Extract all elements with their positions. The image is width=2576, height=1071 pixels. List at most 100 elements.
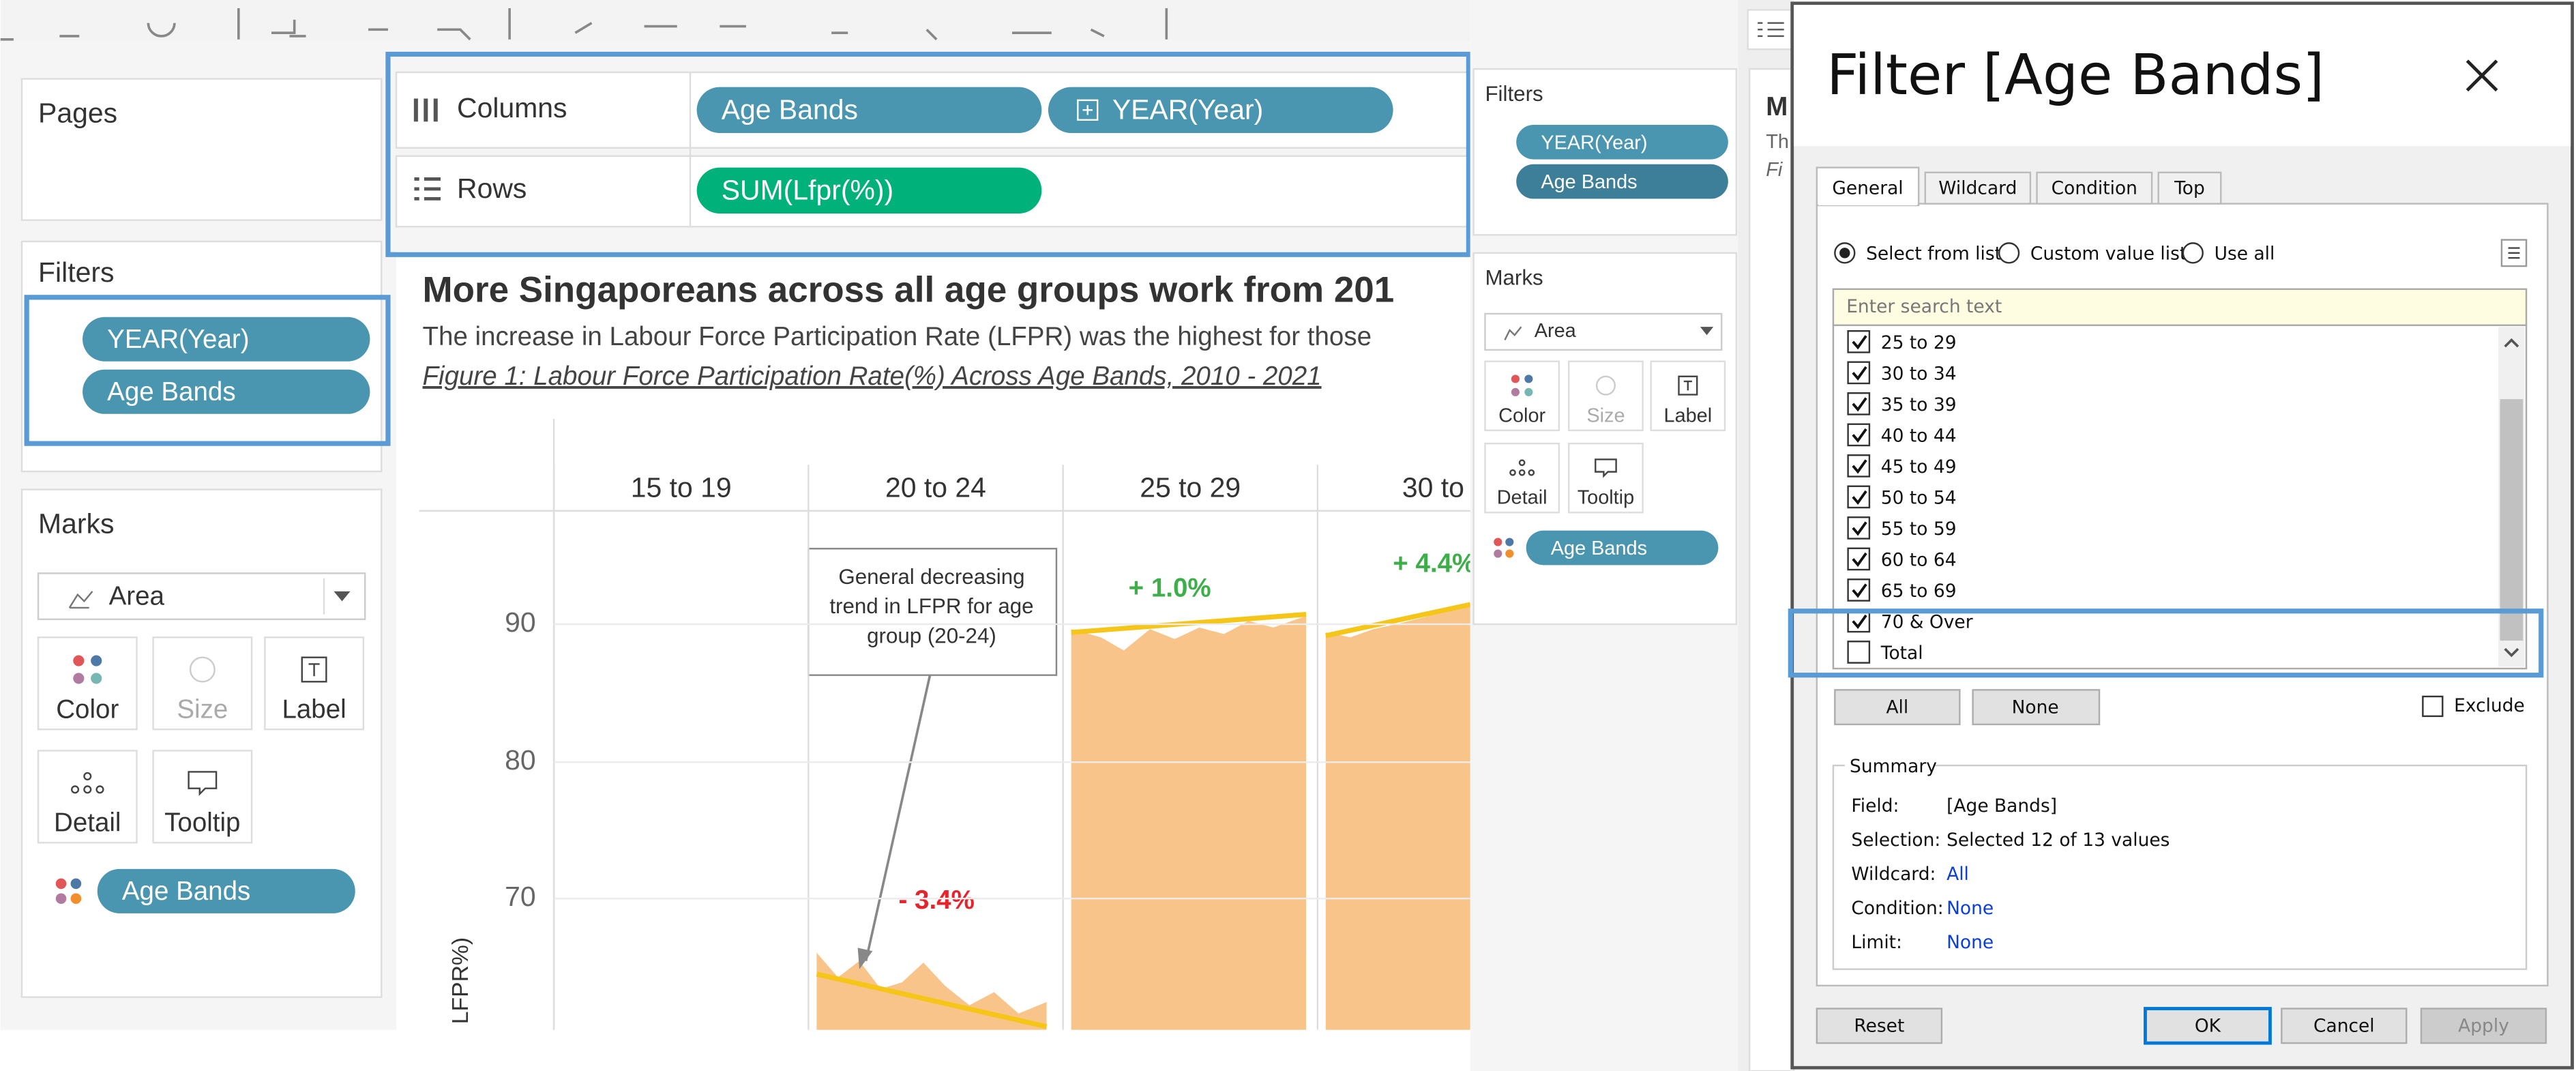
pane-header: 25 to 29 [1140,471,1241,503]
item-label: 60 to 64 [1881,549,1957,570]
marks-card [1472,252,1738,626]
radio[interactable] [1998,242,2020,264]
change-label: + 1.0% [1129,574,1211,603]
checkbox[interactable] [1847,485,1871,509]
sheet-text: Th [1766,131,1789,153]
mark-button[interactable] [37,750,138,844]
color-icon [1524,387,1533,396]
pill[interactable]: YEAR(Year) [83,317,370,362]
footer-button[interactable] [2144,1007,2272,1045]
mark-button-label: Color [56,694,119,724]
mark-button[interactable] [152,636,253,731]
annotation-text: trend in LFPR for age [829,594,1033,618]
pill-label: Age Bands [107,377,235,407]
summary-rows: Field: [Age Bands] Selection: Selected 12 o… [1851,795,2170,953]
checkbox[interactable] [1847,578,1871,602]
none-button[interactable] [1972,689,2101,726]
mark-button[interactable] [152,750,253,844]
tab-label: Condition [2052,177,2137,199]
summary-label: Limit: [1851,932,1902,953]
pill[interactable]: Age Bands [1526,530,1719,566]
pill-bg [696,87,1042,134]
mark-button-label: Detail [1497,487,1548,509]
search-box[interactable] [1832,288,2528,326]
tab[interactable] [2036,171,2153,205]
mark-type-dropdown[interactable] [1484,312,1723,351]
mark-button[interactable] [37,636,138,731]
checkbox[interactable] [1847,641,1871,664]
color-icon [1505,538,1514,546]
mark-button[interactable] [1484,360,1560,432]
exclude-checkbox[interactable] [2422,695,2444,718]
area [1325,604,1470,1030]
color-icon [1494,549,1502,558]
tab-label: Top [2174,177,2205,199]
pill[interactable]: YEAR(Year) [1516,125,1728,160]
pill-label: Age Bands [1551,538,1647,559]
checkbox[interactable] [1847,609,1871,633]
pill[interactable]: YEAR(Year) [1048,87,1393,134]
footer-button-label: OK [2195,1015,2221,1036]
tabs: General Wildcard Condition Top [1816,166,2222,207]
checkmark [1852,459,1867,474]
tab-label: Wildcard [1938,177,2017,199]
all-button[interactable] [1834,689,1961,726]
footer-button[interactable] [1816,1008,1943,1044]
tab[interactable] [1924,171,2032,205]
highlight-box [1788,608,2544,678]
filters-title: Filters [38,256,114,288]
mark-button[interactable] [1484,442,1560,514]
y-tick-label: 90 [505,606,536,638]
tab[interactable] [2157,171,2222,205]
pill[interactable]: SUM(Lfpr(%)) [696,167,1042,214]
checkmark [1852,397,1867,412]
pill-icon [1077,99,1099,121]
list-icon [1758,22,1784,38]
sheet-text: M [1766,92,1788,121]
label-icon [301,656,327,683]
summary-value[interactable]: All [1946,864,1969,885]
checkbox[interactable] [1847,516,1871,540]
pill-bg [97,868,355,913]
checkbox[interactable] [1847,392,1871,415]
pill-bg [1516,164,1728,199]
pill[interactable]: Age Bands [83,369,370,414]
mark-button[interactable] [1568,442,1644,514]
label-icon [1683,380,1692,391]
checkbox[interactable] [1847,454,1871,478]
pill-label: SUM(Lfpr(%)) [722,175,893,206]
mark-button[interactable] [1650,360,1726,432]
mark-button[interactable] [264,636,365,731]
pill[interactable]: Age Bands [97,868,355,913]
filters-title: Filters [1485,82,1543,106]
tab[interactable] [1816,166,1920,207]
close-button[interactable] [2466,59,2498,92]
mark-buttons: Color Size Label Detail Tooltip Age Bands [37,636,365,913]
mark-type-dropdown[interactable] [37,572,366,621]
pill-bg [1516,125,1728,160]
pill[interactable]: Age Bands [1516,164,1728,199]
scroll-thumb[interactable] [2500,399,2523,641]
detail-icon [1528,469,1535,476]
marks-card [20,488,383,998]
summary-value[interactable]: None [1946,932,1994,953]
checkbox[interactable] [1847,361,1871,385]
footer-button[interactable] [2281,1008,2408,1044]
color-icon [73,673,85,684]
radio[interactable] [2182,242,2204,264]
mark-button-label: Color [1498,405,1545,426]
mark-button[interactable] [1568,360,1644,432]
checkbox[interactable] [1847,547,1871,571]
arrow-head [857,948,873,969]
checkbox[interactable] [1847,330,1871,353]
summary-value[interactable]: None [1946,898,1994,919]
pill-label: YEAR(Year) [1541,132,1647,153]
pill-label: YEAR(Year) [107,325,249,354]
change-label: + 4.4% [1393,549,1475,578]
marks-title: Marks [38,508,114,539]
pill-bg [83,369,370,414]
pill[interactable]: Age Bands [696,87,1042,134]
checkbox[interactable] [1847,423,1871,447]
detail-icon [95,785,104,794]
checkmark [1852,614,1867,630]
